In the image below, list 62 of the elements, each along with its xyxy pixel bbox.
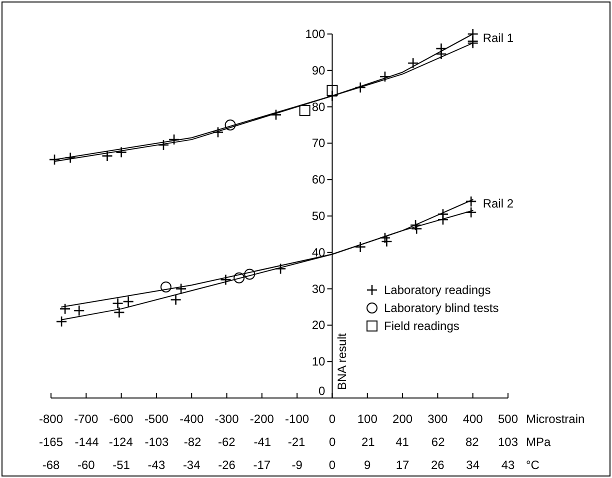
x-tick-label: -500 <box>144 412 169 426</box>
x2-tick-label: 41 <box>396 435 410 449</box>
legend-label: Field readings <box>384 319 460 333</box>
x2-tick-label: -165 <box>38 435 64 449</box>
y-tick-label: 10 <box>312 354 326 369</box>
text: -68 <box>42 458 60 472</box>
text: -26 <box>218 458 236 472</box>
text: -9 <box>292 458 303 472</box>
x-tick-label: -100 <box>285 412 310 426</box>
x2-tick-label: -62 <box>218 435 236 449</box>
y-tick-label: 30 <box>312 282 326 296</box>
x2-tick-label: -124 <box>108 435 134 449</box>
y-tick-label: 100 <box>305 27 326 41</box>
series-label: Rail 1 <box>482 31 514 45</box>
y-tick-label: 60 <box>312 172 326 187</box>
x-tick-label: -600 <box>109 412 134 426</box>
legend-label: Laboratory blind tests <box>384 301 499 315</box>
text: 43 <box>501 458 515 472</box>
y-tick-label: 20 <box>312 318 326 332</box>
x-tick-label: -700 <box>74 412 98 426</box>
x-axis-title: Microstrain <box>526 412 585 426</box>
text: -43 <box>148 458 166 472</box>
x2-tick-label: -103 <box>144 435 170 449</box>
y-tick-label: 80 <box>312 100 326 114</box>
text: -34 <box>182 458 201 472</box>
x2-tick-label: -21 <box>288 435 306 449</box>
text: -51 <box>112 458 130 472</box>
text: 9 <box>364 458 372 472</box>
x-tick-label: 100 <box>357 412 378 426</box>
text: -17 <box>253 458 271 472</box>
x-tick-label: 400 <box>462 412 484 426</box>
x-tick-label: -800 <box>38 412 64 426</box>
x-tick-label: -300 <box>214 412 240 426</box>
text: °C <box>526 458 540 472</box>
x2-tick-label: 0 <box>329 435 336 449</box>
x-tick-label: 0 <box>328 412 336 426</box>
x-tick-label: -200 <box>250 412 274 426</box>
x-tick-label: -400 <box>180 412 204 426</box>
y-tick-label: 0 <box>318 384 326 398</box>
x2-tick-label: 82 <box>466 435 480 449</box>
y-tick-label: 70 <box>312 136 326 150</box>
text: 17 <box>396 458 410 472</box>
x2-axis-title: MPa <box>526 435 551 449</box>
x2-tick-label: 62 <box>431 435 446 449</box>
y-axis-title: BNA result <box>335 332 350 390</box>
text: 26 <box>431 458 445 472</box>
y-tick-label: 40 <box>312 245 326 260</box>
x-tick-label: 500 <box>498 412 518 426</box>
x2-tick-label: -41 <box>254 435 272 449</box>
text: -60 <box>77 458 96 472</box>
text: 34 <box>466 458 480 472</box>
x2-tick-label: -144 <box>74 435 100 449</box>
x2-tick-label: -82 <box>184 435 202 449</box>
x-tick-label: 200 <box>392 412 413 426</box>
x-tick-label: 300 <box>428 412 448 426</box>
x2-tick-label: 21 <box>361 435 376 449</box>
x2-tick-label: 103 <box>498 435 518 449</box>
legend-label: Laboratory readings <box>384 283 491 297</box>
text: 0 <box>328 458 336 472</box>
series-label: Rail 2 <box>482 196 514 211</box>
y-tick-label: 90 <box>312 63 326 78</box>
y-tick-label: 50 <box>312 209 326 223</box>
